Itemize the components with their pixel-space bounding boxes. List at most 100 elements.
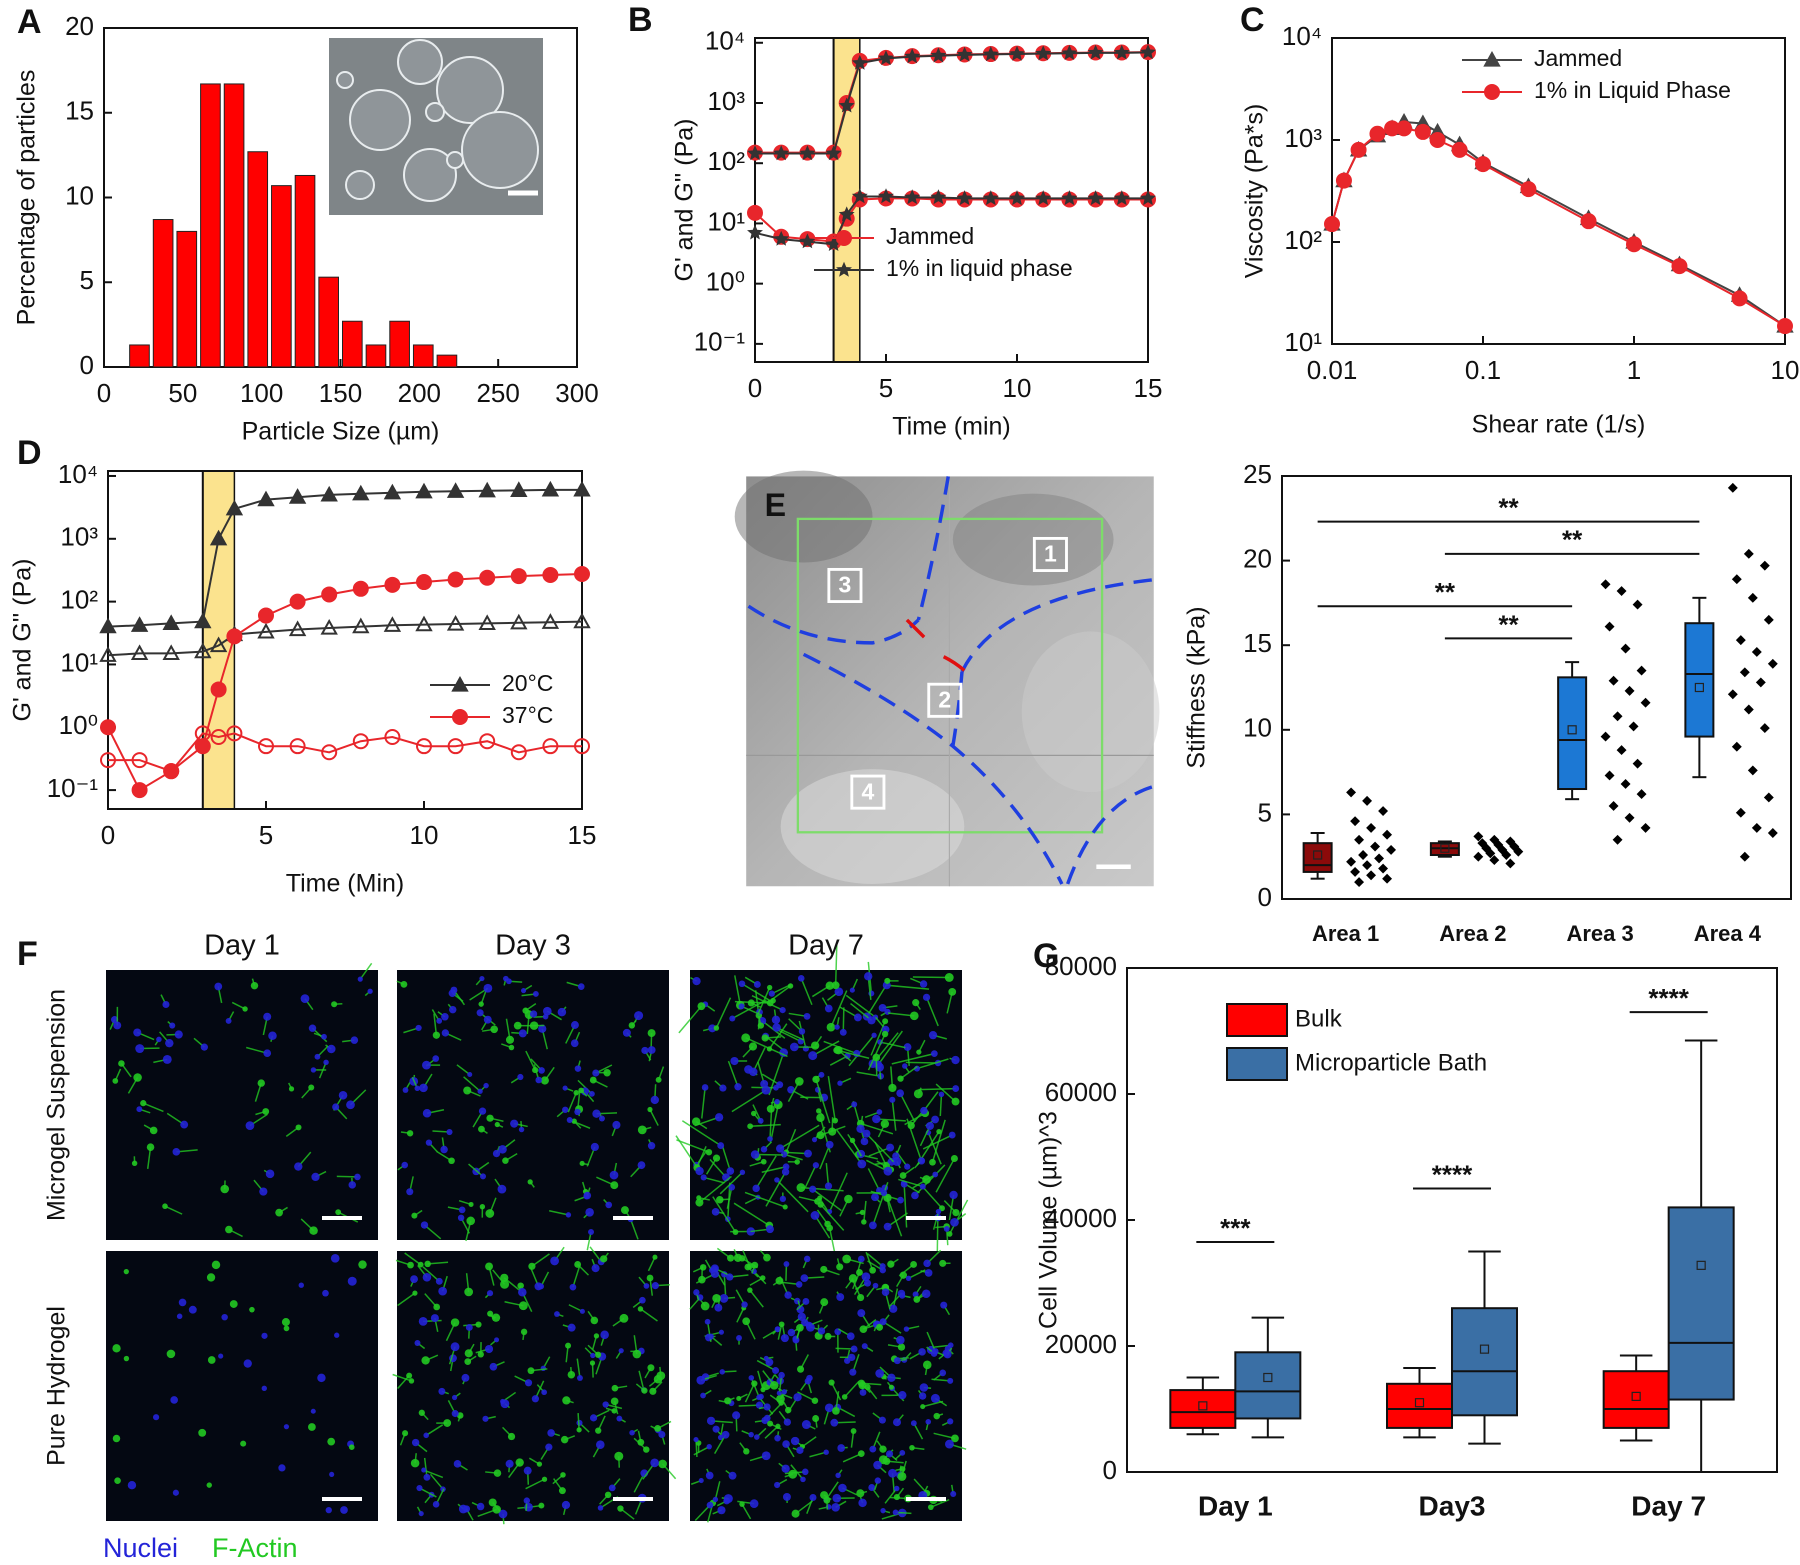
- point: [1616, 745, 1627, 756]
- nucleus: [889, 1304, 898, 1313]
- nucleus: [637, 1161, 646, 1170]
- y-tick-label: 10²: [60, 584, 98, 614]
- nucleus: [787, 1085, 795, 1094]
- nucleus: [436, 1018, 443, 1024]
- actin-fiber: [576, 1090, 581, 1113]
- nucleus: [721, 1430, 730, 1439]
- actin-fiber: [845, 994, 876, 1018]
- y-tick-label: 40000: [1045, 1203, 1117, 1233]
- nucleus: [461, 1373, 470, 1382]
- point: [1763, 614, 1774, 625]
- marker: [288, 620, 307, 637]
- nucleus: [704, 1318, 711, 1325]
- marker: [1035, 190, 1052, 206]
- nucleus: [795, 1077, 804, 1086]
- nucleus: [808, 1051, 818, 1061]
- nucleus: [748, 1042, 758, 1051]
- nucleus: [174, 1030, 183, 1039]
- nucleus: [206, 1273, 216, 1282]
- nucleus: [604, 1491, 612, 1499]
- nucleus: [492, 1505, 501, 1514]
- nucleus: [476, 1502, 485, 1511]
- actin-fiber: [828, 1172, 848, 1212]
- nucleus: [593, 1333, 600, 1339]
- point: [1604, 770, 1615, 781]
- mean: [1696, 1260, 1706, 1270]
- nucleus: [857, 1309, 866, 1318]
- nucleus: [488, 1498, 497, 1507]
- nucleus: [410, 1275, 418, 1284]
- nucleus: [531, 1395, 540, 1403]
- actin-fiber: [569, 1119, 591, 1129]
- actin-fiber: [640, 1308, 658, 1322]
- nucleus: [464, 1287, 474, 1297]
- nucleus: [770, 997, 776, 1004]
- nucleus: [948, 1131, 956, 1139]
- nucleus: [477, 1351, 484, 1358]
- stain-label: Nuclei: [103, 1533, 178, 1563]
- bar: [342, 320, 363, 368]
- nucleus: [433, 1303, 441, 1311]
- marker: [1483, 50, 1501, 67]
- column-label: Day 1: [204, 930, 280, 962]
- bar: [318, 276, 340, 368]
- nucleus: [497, 1184, 507, 1194]
- nucleus: [617, 1505, 624, 1512]
- marker: [478, 481, 496, 498]
- nucleus: [571, 1021, 579, 1029]
- actin-fiber: [887, 1012, 915, 1017]
- x-tick-label: 15: [1134, 373, 1163, 403]
- actin-fiber: [930, 1498, 950, 1508]
- nucleus: [265, 1169, 275, 1179]
- nucleus: [857, 1255, 865, 1263]
- actin-fiber: [820, 1204, 845, 1231]
- nucleus: [881, 1288, 890, 1296]
- nucleus: [739, 1169, 746, 1176]
- nucleus: [308, 1024, 317, 1032]
- marker: [982, 190, 999, 206]
- actin-fiber: [766, 1402, 783, 1419]
- nucleus: [831, 1503, 840, 1512]
- bar: [271, 185, 292, 368]
- marker: [1475, 156, 1491, 173]
- nucleus: [478, 1107, 487, 1115]
- x-tick-label: Day 1: [1198, 1490, 1273, 1521]
- marker: [210, 728, 227, 745]
- point: [1346, 856, 1357, 867]
- point: [1636, 789, 1647, 800]
- nucleus: [422, 1109, 432, 1118]
- point: [1473, 851, 1484, 862]
- nucleus: [589, 1414, 598, 1422]
- nucleus: [947, 1377, 954, 1384]
- box: [1169, 1389, 1237, 1429]
- bar: [436, 354, 458, 368]
- nucleus: [810, 1041, 820, 1050]
- nucleus: [932, 1171, 939, 1178]
- nucleus: [562, 1396, 571, 1405]
- nucleus: [899, 1450, 906, 1456]
- nucleus: [538, 1067, 545, 1074]
- nucleus: [520, 1328, 528, 1336]
- nucleus: [859, 1325, 868, 1334]
- actin-fiber: [744, 1191, 786, 1208]
- box: [1234, 1351, 1302, 1420]
- nucleus: [706, 1416, 716, 1426]
- marker: [194, 725, 211, 742]
- nucleus: [701, 1084, 709, 1091]
- nucleus: [402, 1430, 409, 1437]
- nucleus: [784, 1291, 792, 1299]
- nucleus: [733, 1253, 743, 1262]
- actin-fiber: [577, 1412, 580, 1430]
- bar: [129, 344, 150, 368]
- nucleus: [149, 1126, 158, 1135]
- bar: [365, 344, 387, 368]
- actin-fiber: [681, 1120, 722, 1147]
- plot-frame: [1331, 37, 1786, 345]
- nucleus: [700, 1301, 710, 1311]
- point: [1620, 643, 1631, 654]
- x-tick-label: 5: [879, 373, 893, 403]
- x-tick-label: 1: [1627, 355, 1641, 385]
- column-label: Day 3: [495, 930, 571, 962]
- marker: [956, 46, 973, 62]
- nucleus: [858, 1498, 867, 1508]
